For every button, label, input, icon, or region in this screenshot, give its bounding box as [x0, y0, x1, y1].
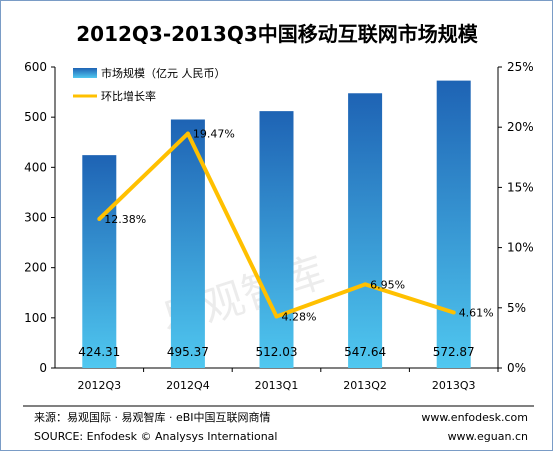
- growth-rate-point: [363, 282, 368, 287]
- x-axis-category-label: 2013Q3: [432, 379, 476, 392]
- right-axis-tick-label: 10%: [507, 241, 534, 255]
- growth-line-series: 12.38% 19.47% 4.28% 6.95% 4.61%: [97, 128, 494, 323]
- bar-value-label: 424.31: [78, 345, 120, 359]
- left-axis-tick-label: 400: [24, 160, 47, 174]
- growth-rate-point: [185, 131, 190, 136]
- growth-rate-label: 4.28%: [282, 310, 317, 323]
- bar-value-label: 572.87: [433, 345, 475, 359]
- bar-value-labels: 424.31 495.37 512.03 547.64 572.87: [78, 345, 474, 359]
- source-line1-left: 来源：易观国际 · 易观智库 · eBI中国互联网商情: [34, 410, 271, 424]
- legend-line-label: 环比增长率: [101, 89, 156, 103]
- category-labels: 2012Q3 2012Q4 2013Q1 2013Q2 2013Q3: [77, 368, 499, 392]
- left-axis-ticks: 0 100 200 300 400 500 600: [24, 60, 55, 375]
- bar-value-label: 512.03: [256, 345, 298, 359]
- right-axis-tick-label: 5%: [507, 301, 526, 315]
- left-axis-tick-label: 500: [24, 110, 47, 124]
- legend-bar-label: 市场规模（亿元 人民币）: [101, 66, 226, 80]
- growth-rate-point: [274, 314, 279, 319]
- growth-rate-label: 4.61%: [459, 306, 494, 319]
- left-axis-tick-label: 300: [24, 211, 47, 225]
- x-axis-category-label: 2013Q1: [255, 379, 299, 392]
- right-axis-tick-label: 0%: [507, 361, 526, 375]
- source-line2-left: SOURCE: Enfodesk © Analysys Internationa…: [34, 430, 277, 443]
- growth-rate-point: [451, 310, 456, 315]
- growth-rate-label: 6.95%: [370, 278, 405, 291]
- legend-bar-swatch: [73, 68, 97, 78]
- bar: [82, 155, 117, 368]
- left-axis-tick-label: 600: [24, 60, 47, 74]
- growth-rate-label: 19.47%: [193, 128, 235, 141]
- growth-rate-label: 12.38%: [104, 213, 146, 226]
- x-axis-category-label: 2013Q2: [343, 379, 387, 392]
- x-axis-category-label: 2012Q4: [166, 379, 210, 392]
- right-axis-tick-label: 20%: [507, 120, 534, 134]
- legend: 市场规模（亿元 人民币） 环比增长率: [73, 66, 226, 103]
- source-line2-right: www.eguan.cn: [448, 430, 528, 443]
- bar: [436, 80, 471, 368]
- left-axis-tick-label: 100: [24, 311, 47, 325]
- chart-title: 2012Q3-2013Q3中国移动互联网市场规模: [76, 22, 478, 46]
- growth-rate-point: [97, 216, 102, 221]
- left-axis-tick-label: 200: [24, 261, 47, 275]
- bar: [348, 93, 383, 368]
- right-axis-tick-label: 15%: [507, 180, 534, 194]
- x-axis-category-label: 2012Q3: [77, 379, 121, 392]
- right-axis-tick-label: 25%: [507, 60, 534, 74]
- bar-value-label: 547.64: [344, 345, 386, 359]
- left-axis-tick-label: 0: [39, 361, 47, 375]
- right-axis-ticks: 0% 5% 10% 15% 20% 25%: [498, 60, 534, 375]
- source-line1-right: www.enfodesk.com: [421, 411, 528, 424]
- bar-series: [82, 80, 471, 368]
- bar: [259, 111, 294, 368]
- bar-value-label: 495.37: [167, 345, 209, 359]
